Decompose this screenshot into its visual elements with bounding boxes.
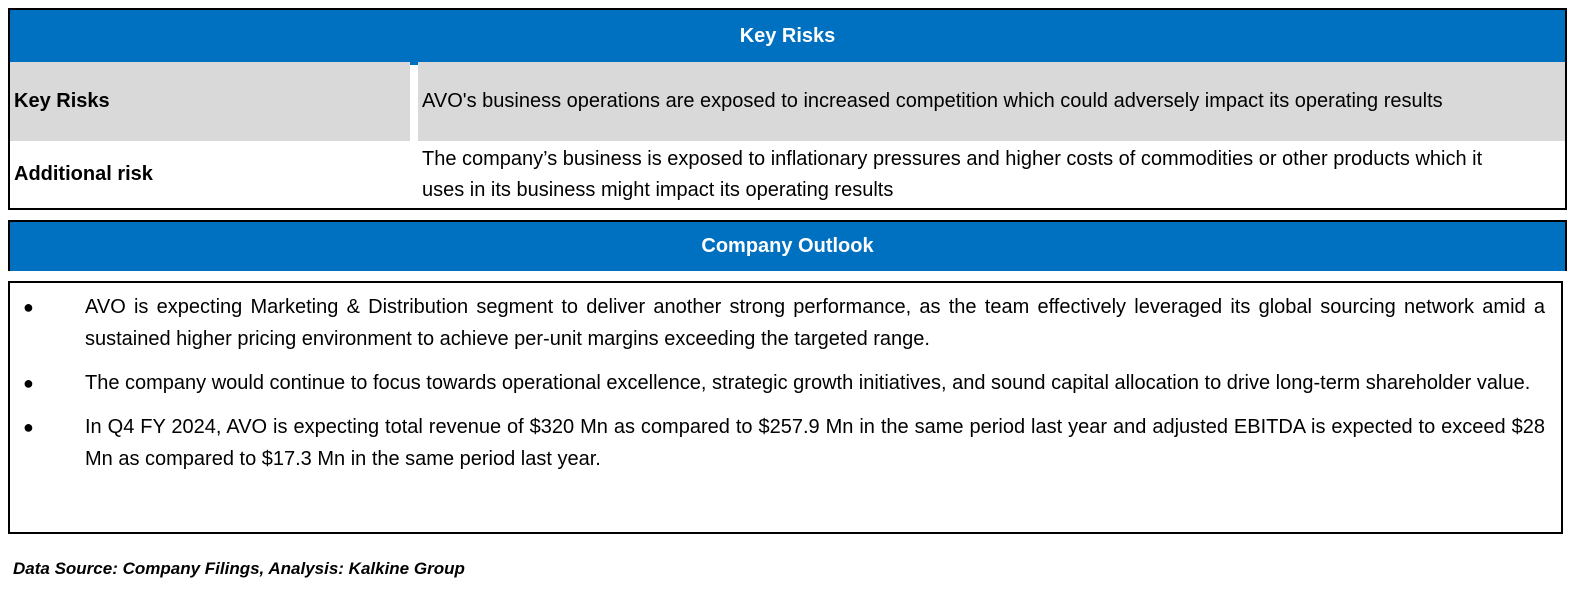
bullet-icon: ● xyxy=(23,417,34,437)
key-risks-header: Key Risks xyxy=(10,10,1565,62)
row-text: The company’s business is exposed to inf… xyxy=(422,148,1483,201)
key-risks-table: Key Risks Key Risks AVO's business opera… xyxy=(8,8,1567,210)
column-divider xyxy=(410,62,418,141)
list-item-text: The company would continue to focus towa… xyxy=(85,372,1531,394)
list-item: ● The company would continue to focus to… xyxy=(10,367,1561,399)
row-label: Key Risks xyxy=(10,62,410,141)
bullet-icon: ● xyxy=(23,373,34,393)
table-row-key-risks: Key Risks AVO's business operations are … xyxy=(10,62,1565,141)
list-item-text: AVO is expecting Marketing & Distributio… xyxy=(85,296,1545,350)
list-item: ● In Q4 FY 2024, AVO is expecting total … xyxy=(10,411,1561,475)
column-divider xyxy=(410,141,418,208)
table-row-additional-risk: Additional risk The company’s business i… xyxy=(10,141,1565,208)
row-label: Additional risk xyxy=(14,163,153,185)
data-source-note: Data Source: Company Filings, Analysis: … xyxy=(13,559,465,578)
row-text: AVO's business operations are exposed to… xyxy=(418,62,1565,141)
list-item-text: In Q4 FY 2024, AVO is expecting total re… xyxy=(85,416,1545,470)
list-item: ● AVO is expecting Marketing & Distribut… xyxy=(10,291,1561,355)
company-outlook-header: Company Outlook xyxy=(8,220,1567,271)
bullet-icon: ● xyxy=(23,297,34,317)
company-outlook-list: ● AVO is expecting Marketing & Distribut… xyxy=(8,281,1563,534)
